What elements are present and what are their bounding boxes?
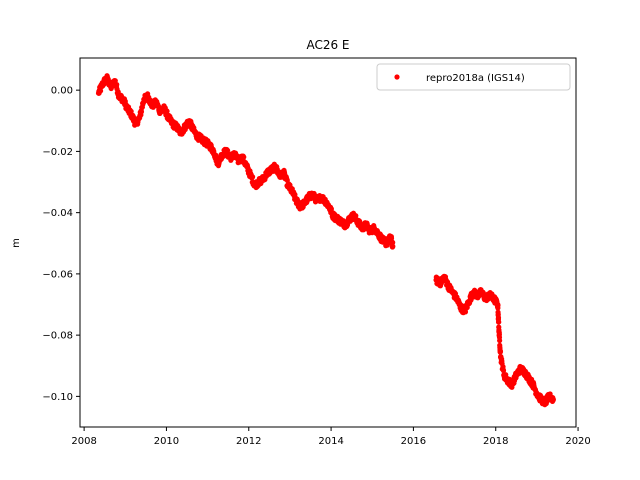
data-point bbox=[114, 81, 120, 88]
y-tick-label: −0.10 bbox=[42, 392, 73, 403]
legend: repro2018a (IGS14) bbox=[376, 63, 571, 91]
plot-area-frame bbox=[79, 57, 577, 428]
data-point bbox=[164, 108, 170, 114]
data-point bbox=[496, 319, 502, 325]
data-point bbox=[495, 314, 502, 321]
x-tick-label: 2010 bbox=[154, 436, 179, 447]
y-tick-label: −0.06 bbox=[42, 269, 73, 280]
legend-box bbox=[376, 63, 571, 91]
x-tick-label: 2018 bbox=[483, 436, 508, 447]
data-point bbox=[495, 302, 501, 308]
y-tick-label: −0.04 bbox=[42, 208, 73, 219]
legend-marker bbox=[394, 74, 400, 80]
data-point bbox=[97, 88, 104, 94]
y-axis: 0.00 −0.02 −0.04 −0.06 −0.08 −0.10 bbox=[42, 86, 80, 403]
y-tick-label: −0.08 bbox=[42, 331, 73, 342]
x-tick-label: 2008 bbox=[71, 436, 96, 447]
scatter-points bbox=[95, 73, 556, 408]
y-tick-label: 0.00 bbox=[51, 86, 73, 97]
data-point bbox=[249, 174, 256, 180]
chart-title: AC26 E bbox=[306, 38, 349, 52]
data-point bbox=[497, 337, 503, 344]
x-tick-label: 2014 bbox=[318, 436, 343, 447]
data-point bbox=[138, 109, 145, 115]
x-tick-label: 2012 bbox=[236, 436, 261, 447]
data-point bbox=[390, 243, 396, 249]
x-tick-label: 2020 bbox=[565, 436, 590, 447]
x-tick-label: 2016 bbox=[401, 436, 426, 447]
y-tick-label: −0.02 bbox=[42, 147, 73, 158]
legend-entry-label: repro2018a (IGS14) bbox=[426, 73, 525, 84]
data-point bbox=[241, 154, 247, 160]
x-axis: 2008 2010 2012 2014 2016 2018 2020 bbox=[71, 427, 591, 447]
data-point bbox=[500, 368, 507, 374]
data-point bbox=[497, 348, 504, 354]
y-axis-label: m bbox=[11, 238, 22, 248]
data-point bbox=[550, 396, 556, 403]
data-point bbox=[390, 239, 396, 246]
